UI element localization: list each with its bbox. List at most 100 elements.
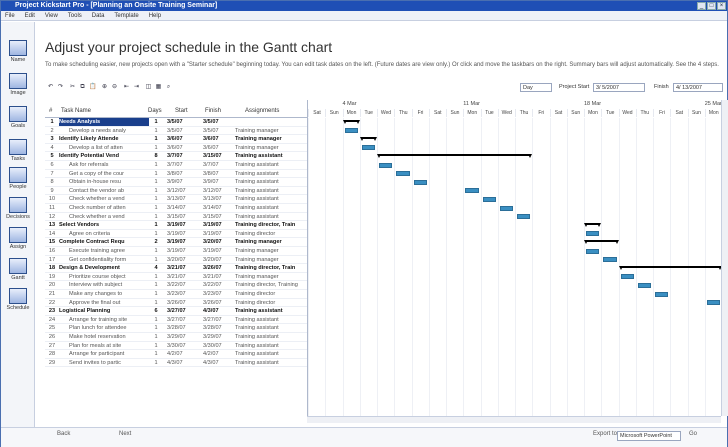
table-row[interactable]: 26 Make hotel reservation 1 3/29/07 3/29/07 T… — [45, 333, 307, 342]
task-days[interactable]: 1 — [154, 230, 158, 237]
task-finish[interactable]: 4/2/07 — [203, 351, 219, 358]
task-assignments[interactable]: Training assistant — [235, 196, 279, 203]
table-row[interactable]: 15 Complete Contract Requ 2 3/19/07 3/20/07 T… — [45, 238, 307, 247]
menu-tools[interactable]: Tools — [67, 13, 82, 19]
minimize-button[interactable]: _ — [697, 2, 706, 10]
split-view-icon[interactable]: ◫ — [145, 84, 152, 90]
task-finish[interactable]: 3/30/07 — [203, 342, 222, 349]
sidebar-item-schedule[interactable]: Schedule — [4, 288, 32, 316]
task-name[interactable]: Check whether a vend — [69, 196, 125, 203]
sidebar-item-tasks[interactable]: Tasks — [4, 139, 32, 167]
task-start[interactable]: 3/8/07 — [167, 170, 183, 177]
next-button[interactable]: Next — [119, 431, 132, 437]
gantt-summary-bar[interactable] — [359, 137, 378, 142]
task-finish[interactable]: 3/8/07 — [203, 170, 219, 177]
task-finish[interactable]: 3/15/07 — [203, 153, 222, 160]
task-days[interactable]: 4 — [154, 265, 158, 272]
zoom-icon[interactable]: ⌕ — [166, 84, 171, 90]
table-row[interactable]: 14 Agree on criteria 1 3/19/07 3/19/07 Traini… — [45, 230, 307, 239]
task-assignments[interactable]: Training assistant — [235, 170, 279, 177]
task-start[interactable]: 3/5/07 — [167, 127, 183, 134]
task-start[interactable]: 3/21/07 — [167, 273, 186, 280]
task-name[interactable]: Arrange for participant — [69, 351, 125, 358]
outdent-icon[interactable]: ⇤ — [123, 84, 130, 90]
task-start[interactable]: 3/6/07 — [167, 136, 183, 143]
task-assignments[interactable]: Training assistant — [235, 187, 279, 194]
menu-template[interactable]: Template — [114, 13, 139, 19]
gantt-task-bar[interactable] — [413, 179, 427, 185]
task-name[interactable]: Send invites to partic — [69, 359, 121, 366]
task-days[interactable]: 1 — [154, 299, 158, 306]
task-finish[interactable]: 3/13/07 — [203, 196, 222, 203]
task-assignments[interactable]: Training manager — [235, 127, 279, 134]
task-start[interactable]: 3/13/07 — [167, 196, 186, 203]
task-finish[interactable]: 3/12/07 — [203, 187, 222, 194]
table-row[interactable]: 8 Obtain in-house resu 1 3/9/07 3/9/07 Traini… — [45, 178, 307, 187]
task-assignments[interactable]: Training manager — [235, 239, 282, 246]
paste-icon[interactable]: 📋 — [89, 84, 97, 90]
task-days[interactable]: 1 — [154, 282, 158, 289]
task-assignments[interactable]: Training manager — [235, 256, 279, 263]
task-finish[interactable]: 3/28/07 — [203, 325, 222, 332]
table-row[interactable]: 18 Design & Development 4 3/21/07 3/26/07 Tra… — [45, 264, 307, 273]
task-name[interactable]: Make hotel reservation — [69, 334, 126, 340]
task-name[interactable]: Contact the vendor ab — [69, 187, 125, 194]
col-days[interactable]: Days — [148, 108, 162, 114]
task-days[interactable]: 1 — [154, 213, 158, 220]
col-task-name[interactable]: Task Name — [61, 108, 92, 114]
task-name[interactable]: Identify Potential Vend — [59, 153, 119, 160]
table-row[interactable]: 1 Needs Analysis 1 3/5/07 3/5/07 — [45, 118, 307, 127]
task-days[interactable]: 8 — [154, 153, 158, 160]
task-name[interactable]: Identify Likely Attende — [59, 136, 119, 143]
task-assignments[interactable]: Training manager — [235, 136, 282, 143]
task-assignments[interactable]: Training director, Train — [235, 265, 296, 272]
task-assignments[interactable]: Training director — [235, 230, 276, 237]
task-start[interactable]: 3/28/07 — [167, 325, 186, 332]
sidebar-item-name[interactable]: Name — [4, 40, 32, 68]
task-days[interactable]: 1 — [154, 359, 158, 366]
task-days[interactable]: 1 — [154, 342, 158, 349]
task-days[interactable]: 1 — [154, 196, 158, 203]
task-start[interactable]: 3/19/07 — [167, 239, 186, 246]
task-name[interactable]: Prioritize course object — [69, 273, 126, 280]
task-name[interactable]: Develop a list of atten — [69, 144, 123, 151]
task-days[interactable]: 1 — [154, 187, 158, 194]
task-days[interactable]: 1 — [154, 162, 158, 168]
table-row[interactable]: 28 Arrange for participant 1 4/2/07 4/2/07 Tr… — [45, 350, 307, 359]
task-finish[interactable]: 3/29/07 — [203, 334, 222, 340]
task-start[interactable]: 3/22/07 — [167, 282, 186, 289]
task-start[interactable]: 4/2/07 — [167, 351, 183, 358]
gantt-task-bar[interactable] — [517, 214, 531, 220]
task-name[interactable]: Plan for meals at site — [69, 342, 122, 349]
gantt-summary-bar[interactable] — [584, 240, 618, 245]
task-days[interactable]: 1 — [154, 179, 158, 186]
task-assignments[interactable]: Training director, Train — [235, 222, 296, 229]
gantt-task-bar[interactable] — [361, 145, 375, 151]
table-row[interactable]: 6 Ask for referrals 1 3/7/07 3/7/07 Training … — [45, 161, 307, 170]
task-start[interactable]: 3/19/07 — [167, 230, 186, 237]
task-finish[interactable]: 3/20/07 — [203, 239, 222, 246]
gantt-task-bar[interactable] — [706, 300, 720, 306]
table-row[interactable]: 5 Identify Potential Vend 8 3/7/07 3/15/07 Tr… — [45, 152, 307, 161]
task-finish[interactable]: 3/5/07 — [203, 127, 219, 134]
task-start[interactable]: 3/23/07 — [167, 291, 186, 297]
table-row[interactable]: 10 Check whether a vend 1 3/13/07 3/13/07 Tra… — [45, 195, 307, 204]
menu-data[interactable]: Data — [91, 13, 105, 19]
task-days[interactable]: 1 — [154, 316, 158, 323]
task-finish[interactable]: 3/21/07 — [203, 273, 222, 280]
gantt-summary-bar[interactable] — [342, 120, 361, 124]
task-assignments[interactable]: Training assistant — [235, 308, 283, 315]
menu-help[interactable]: Help — [148, 13, 162, 19]
task-finish[interactable]: 3/27/07 — [203, 316, 222, 323]
gantt-task-bar[interactable] — [603, 257, 617, 263]
task-finish[interactable]: 3/19/07 — [203, 248, 222, 254]
gantt-task-bar[interactable] — [637, 282, 651, 288]
task-start[interactable]: 3/19/07 — [167, 222, 186, 229]
task-assignments[interactable]: Training manager — [235, 144, 279, 151]
task-start[interactable]: 3/9/07 — [167, 179, 183, 186]
task-name[interactable]: Logistical Planning — [59, 308, 111, 315]
task-name[interactable]: Needs Analysis — [59, 118, 149, 126]
table-row[interactable]: 20 Interview with subject 1 3/22/07 3/22/07 T… — [45, 281, 307, 290]
task-start[interactable]: 3/19/07 — [167, 248, 186, 254]
task-days[interactable]: 1 — [154, 334, 158, 340]
